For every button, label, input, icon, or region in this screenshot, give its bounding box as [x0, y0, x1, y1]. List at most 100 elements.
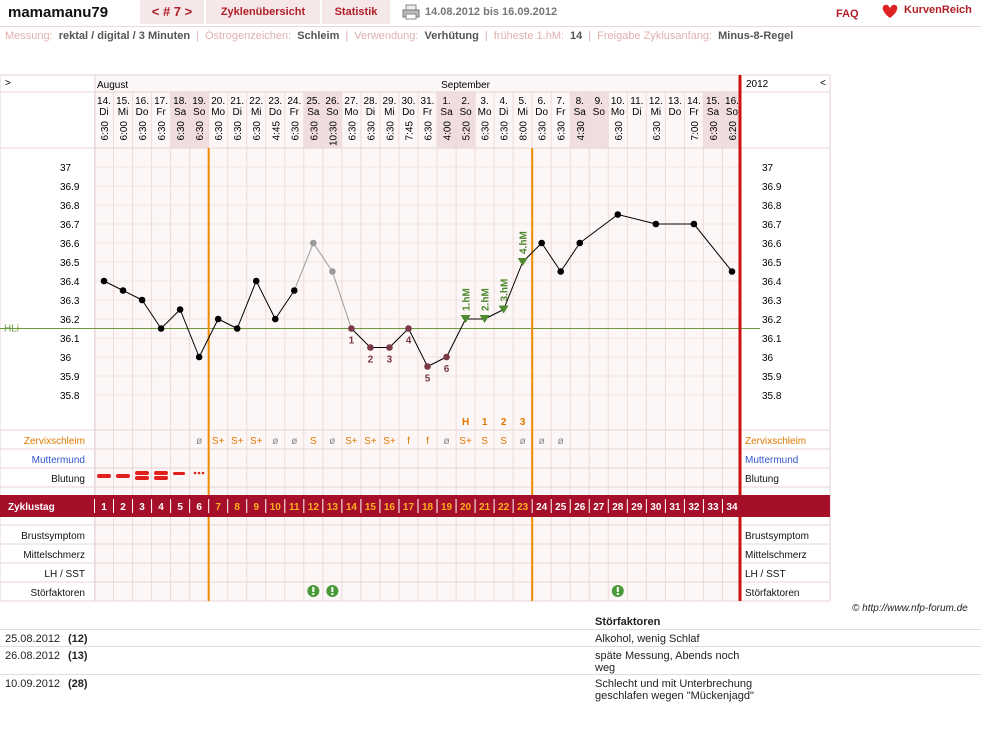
- cycle-day: 30: [650, 502, 662, 513]
- temperature-line: [255, 280, 276, 320]
- temperature-point: [233, 325, 241, 332]
- temperature-line: [160, 309, 181, 329]
- cycle-day: 8: [234, 502, 240, 513]
- temperature-line: [179, 309, 200, 358]
- day-number: 30.: [402, 96, 416, 107]
- y-tick-label: 36.1: [60, 334, 80, 345]
- mucus-symbol: S+: [231, 436, 244, 447]
- icon-glyph: [331, 587, 334, 592]
- y-tick-label: 36.4: [60, 277, 80, 288]
- cycle-day: 21: [479, 502, 491, 513]
- lower-six-label: 4: [406, 336, 412, 347]
- row-label: Störfaktoren: [31, 588, 85, 599]
- time: 6:30: [176, 121, 187, 141]
- time: 6:30: [214, 121, 225, 141]
- y-tick-label: 36.7: [60, 220, 80, 231]
- bleeding-mark: [173, 472, 185, 475]
- time: 6:30: [557, 121, 568, 141]
- setting-value: Verhütung: [424, 30, 479, 42]
- print-icon[interactable]: [402, 4, 420, 20]
- weekday: Do: [535, 107, 548, 118]
- date-range: 14.08.2012 bis 16.09.2012: [425, 6, 558, 18]
- time: 6:30: [252, 121, 263, 141]
- setting-label: Freigabe Zyklusanfang:: [597, 30, 713, 42]
- y-tick-label: 36.6: [762, 239, 782, 250]
- weekday: Fr: [689, 107, 699, 118]
- temperature-line: [560, 242, 581, 272]
- temperature-point: [310, 239, 317, 247]
- temperature-point: [576, 239, 584, 247]
- temperature-line: [217, 318, 238, 329]
- spotting-mark: [201, 471, 205, 475]
- y-tick-label: 36.3: [60, 296, 80, 307]
- y-tick-label: 36.2: [762, 315, 782, 326]
- weekday: So: [593, 107, 606, 118]
- day-number: 11.: [630, 96, 643, 107]
- weekend-shade: [589, 92, 609, 148]
- weekend-shade: [322, 92, 342, 148]
- icon-glyph: [312, 587, 315, 592]
- weekend-shade: [456, 92, 476, 148]
- label-column: [739, 74, 831, 602]
- table-row: 25.08.2012 (12) Alkohol, wenig Schlaf: [0, 629, 981, 647]
- tab[interactable]: Statistik: [322, 0, 390, 24]
- cycle-day: 16: [384, 502, 396, 513]
- day-number: 31.: [421, 96, 435, 107]
- temperature-line: [122, 290, 143, 301]
- row-label: Brustsymptom: [21, 531, 85, 542]
- y-tick-label: 36.4: [762, 277, 782, 288]
- temperature-point: [405, 325, 412, 332]
- weekday: Di: [632, 107, 641, 118]
- cycle-day: 29: [631, 502, 643, 513]
- time: 6:30: [100, 121, 111, 141]
- y-tick-label: 36.3: [762, 296, 782, 307]
- faq-link[interactable]: FAQ: [836, 8, 859, 20]
- disturbance-text: Alkohol, wenig Schlaf: [595, 633, 700, 645]
- temperature-line: [103, 280, 124, 291]
- temperature-point: [728, 268, 736, 275]
- time: 4:45: [271, 121, 282, 141]
- temperature-line: [693, 223, 733, 272]
- weekday: Sa: [574, 107, 587, 118]
- nav-button[interactable]: >: [5, 78, 11, 89]
- day-number: 17.: [154, 96, 168, 107]
- y-tick-label: 35.9: [60, 372, 80, 383]
- cycle-day: 26: [574, 502, 586, 513]
- bleeding-marks: [97, 471, 205, 480]
- weekday: Fr: [556, 107, 566, 118]
- tab[interactable]: Zyklenübersicht: [206, 0, 320, 24]
- temperature-line: [408, 328, 428, 367]
- day-number: 29.: [382, 96, 396, 107]
- time: 6:30: [195, 121, 206, 141]
- brand[interactable]: KurvenReich: [904, 4, 972, 16]
- day-number: 14.: [687, 96, 701, 107]
- time: 4:30: [576, 121, 587, 141]
- temperature-point: [652, 220, 660, 228]
- weekend-shade: [437, 92, 457, 148]
- date: 25.08.2012: [5, 633, 61, 645]
- day-number: 9.: [595, 96, 603, 107]
- label-column: [0, 74, 96, 602]
- day-number: 15.: [116, 96, 130, 107]
- temperature-line: [293, 242, 314, 291]
- weekday: Mi: [118, 107, 129, 118]
- time: 6:30: [347, 121, 358, 141]
- weekday: Di: [232, 107, 241, 118]
- temperature-line: [389, 328, 409, 348]
- high-measurement-label: 4.hM: [519, 231, 530, 254]
- temperature-point: [460, 315, 471, 323]
- settings-line: Messung: rektal / digital / 3 Minuten | Öst…: [5, 30, 799, 42]
- weekday: Do: [402, 107, 415, 118]
- mucus-symbol: S: [500, 436, 507, 447]
- weekday: Mo: [344, 107, 358, 118]
- cycle-nav[interactable]: < # 7 >: [140, 0, 204, 24]
- time: 4:00: [443, 121, 454, 141]
- cycle-day: 17: [403, 502, 415, 513]
- temperature-point: [479, 315, 490, 323]
- temperature-line: [351, 328, 371, 348]
- user-name: mamamanu79: [8, 4, 109, 21]
- temperature-line: [579, 214, 619, 244]
- nav-button[interactable]: <: [820, 78, 826, 89]
- day-number: 27.: [344, 96, 358, 107]
- top-bar: mamamanu79 < # 7 > Zyklenübersicht Stati…: [0, 0, 981, 27]
